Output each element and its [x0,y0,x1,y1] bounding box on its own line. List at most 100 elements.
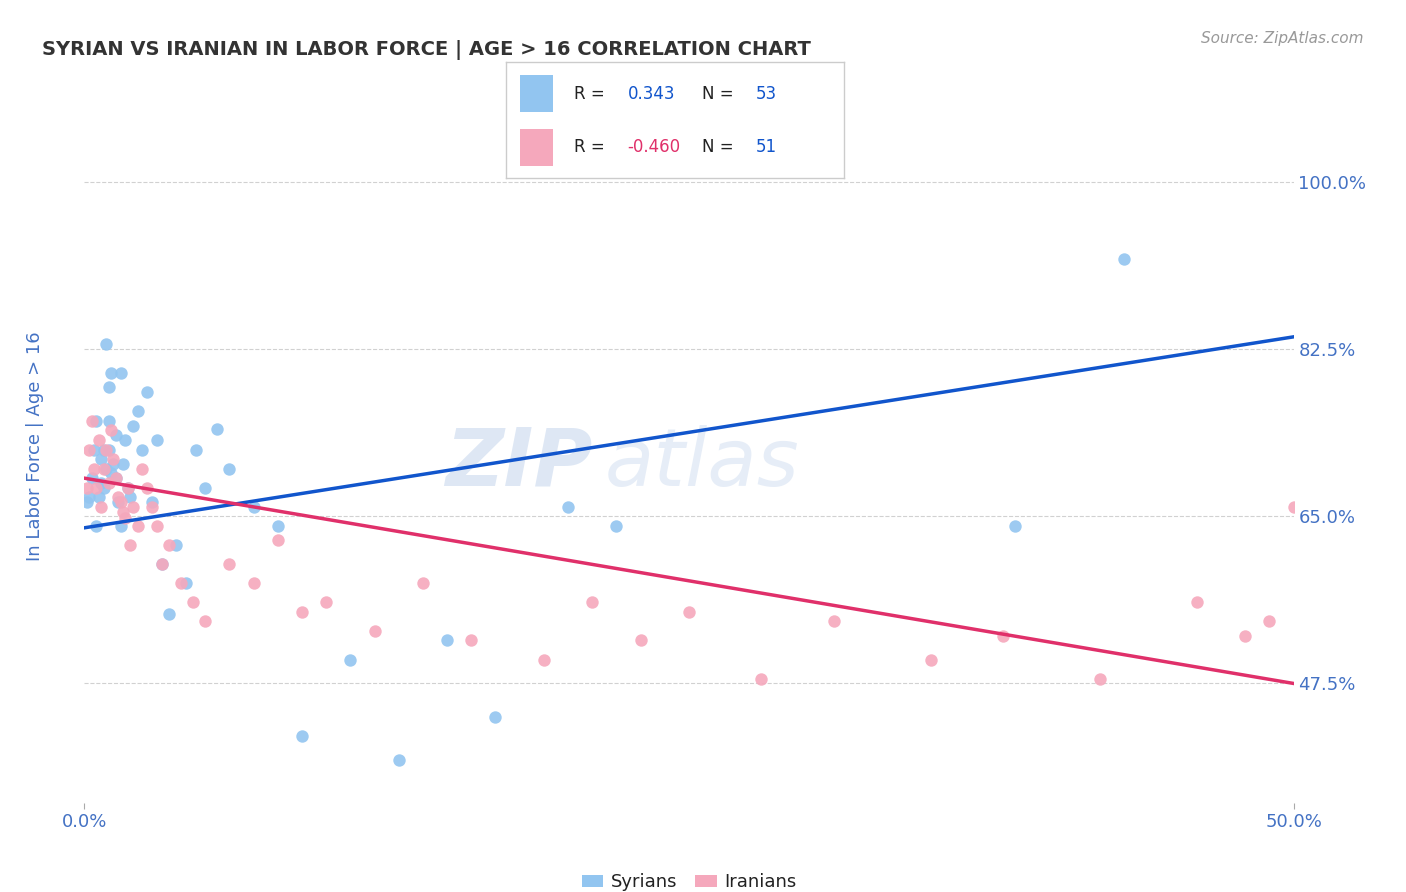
Point [77,490,100,504]
Point [1185,595,1208,609]
Point [315,595,337,609]
Point [174,576,197,591]
Point [90,475,112,490]
Point [1234,629,1257,643]
Point [150,557,173,571]
Point [112,457,135,471]
Point [103,452,125,467]
Point [412,576,434,591]
Point [194,615,217,629]
Point [484,710,506,724]
Point [100,366,122,380]
Text: Source: ZipAtlas.com: Source: ZipAtlas.com [1201,31,1364,46]
Point [146,433,169,447]
Point [87,433,110,447]
Bar [520,128,554,166]
Point [104,428,127,442]
Point [291,729,314,743]
Point [1258,615,1281,629]
Point [86,481,108,495]
Point [267,533,290,548]
Point [1114,252,1136,266]
Point [207,421,229,435]
Point [557,500,579,514]
Point [823,615,845,629]
Text: SYRIAN VS IRANIAN IN LABOR FORCE | AGE > 16 CORRELATION CHART: SYRIAN VS IRANIAN IN LABOR FORCE | AGE >… [42,40,811,60]
Point [120,538,142,552]
Point [121,500,143,514]
Point [460,633,482,648]
Point [136,385,159,400]
Point [104,471,127,485]
Point [127,519,149,533]
Point [104,471,127,485]
Text: N =: N = [702,85,734,103]
Point [291,605,314,619]
Point [120,490,142,504]
Text: R =: R = [574,85,605,103]
Point [76,481,98,495]
Point [678,605,700,619]
Point [141,495,163,509]
Point [1282,500,1305,514]
Point [93,481,115,495]
Point [751,672,773,686]
Point [94,461,117,475]
Point [121,418,143,433]
Point [112,505,135,519]
Point [77,442,100,457]
Point [165,538,187,552]
Point [581,595,603,609]
Point [86,519,108,533]
Point [157,607,180,621]
Point [76,495,98,509]
Point [141,500,163,514]
Point [181,595,204,609]
Point [920,652,942,666]
Text: -0.460: -0.460 [627,138,681,156]
Text: atlas: atlas [605,425,799,503]
Point [94,442,117,457]
Point [242,576,264,591]
Text: 51: 51 [756,138,778,156]
Point [131,442,153,457]
Point [87,490,110,504]
Text: 53: 53 [756,85,778,103]
Point [136,481,159,495]
Point [170,576,193,591]
Point [1004,519,1026,533]
Point [242,500,264,514]
Point [184,442,207,457]
Point [114,511,136,525]
Point [114,433,136,447]
Point [90,452,112,467]
Point [80,414,103,428]
Point [110,366,132,380]
Point [117,481,139,495]
Point [630,633,652,648]
Point [117,481,139,495]
Point [157,538,180,552]
Point [605,519,627,533]
Point [194,481,217,495]
Point [80,471,103,485]
Point [83,442,105,457]
Point [90,500,112,514]
Text: 0.343: 0.343 [627,85,675,103]
Point [97,380,120,394]
Point [388,753,411,767]
Point [94,337,117,351]
Point [110,519,132,533]
Point [146,519,169,533]
Text: N =: N = [702,138,734,156]
Point [93,461,115,475]
Text: ZIP: ZIP [444,425,592,503]
Text: R =: R = [574,138,605,156]
Point [436,633,458,648]
Point [97,442,120,457]
Point [339,652,361,666]
Point [150,557,173,571]
Point [131,461,153,475]
Point [107,495,129,509]
Point [533,652,555,666]
